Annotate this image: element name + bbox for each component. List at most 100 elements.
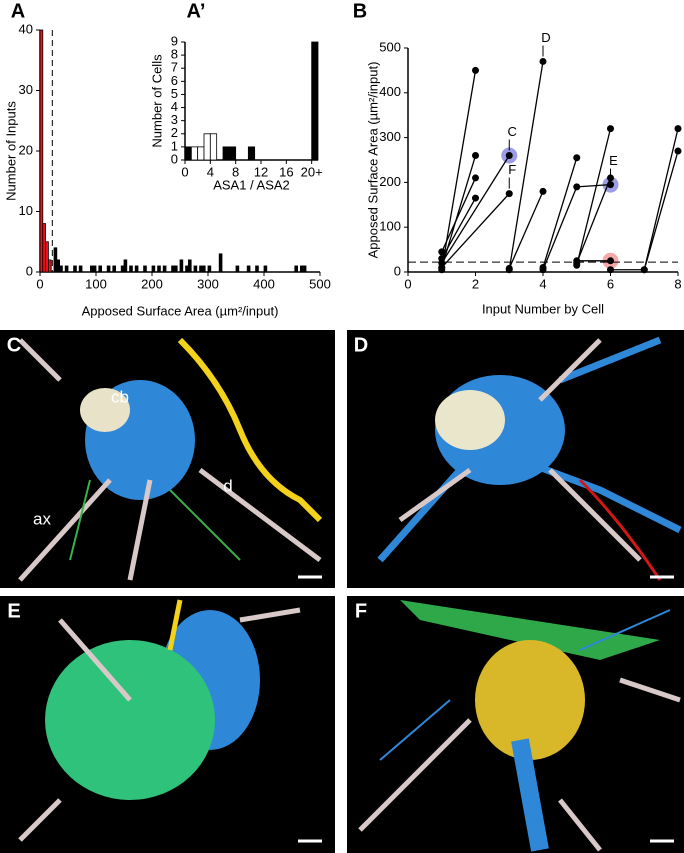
x-tick-label: 8 xyxy=(232,164,239,179)
structure-label: cb xyxy=(111,387,129,406)
bar xyxy=(73,265,77,273)
x-tick-label: 16 xyxy=(279,164,293,179)
x-tick-label: 0 xyxy=(181,164,188,179)
point xyxy=(573,183,581,191)
annotation: C xyxy=(508,124,517,139)
bar xyxy=(222,146,230,161)
bar xyxy=(207,265,212,273)
bar xyxy=(48,259,52,273)
bar xyxy=(246,265,251,273)
bar xyxy=(209,133,218,161)
panel-letter: A xyxy=(11,0,25,22)
bar xyxy=(199,265,203,273)
series-line xyxy=(610,128,679,271)
bar xyxy=(311,41,319,161)
panel-letter: B xyxy=(353,0,367,22)
bar xyxy=(123,259,128,273)
y-tick-label: 40 xyxy=(19,21,33,36)
x-tick-label: 200 xyxy=(141,276,163,291)
bar xyxy=(134,265,139,273)
bar xyxy=(106,265,111,273)
point xyxy=(674,125,682,133)
bar xyxy=(78,265,83,273)
y-tick-label: 0 xyxy=(394,263,401,278)
y-axis-label: Number of Cells xyxy=(149,54,164,148)
x-tick-label: 400 xyxy=(253,276,275,291)
x-axis-label: ASA1 / ASA2 xyxy=(213,177,290,192)
bar xyxy=(255,265,259,273)
bar xyxy=(203,133,211,161)
bar xyxy=(120,265,125,273)
x-axis-label: Input Number by Cell xyxy=(482,301,604,316)
y-tick-label: 5 xyxy=(171,86,178,101)
x-tick-label: 300 xyxy=(197,276,219,291)
y-axis-label: Apposed Surface Area (µm²/input) xyxy=(365,62,380,259)
point xyxy=(438,264,446,272)
bar xyxy=(171,265,175,273)
point xyxy=(505,264,513,272)
x-tick-label: 6 xyxy=(607,276,614,291)
point xyxy=(674,147,682,155)
y-tick-label: 20 xyxy=(19,142,33,157)
y-tick-label: 1 xyxy=(171,138,178,153)
point xyxy=(472,152,479,160)
bar xyxy=(187,259,192,273)
y-tick-label: 4 xyxy=(171,99,178,114)
y-tick-label: 500 xyxy=(379,39,401,54)
y-tick-label: 2 xyxy=(171,125,178,140)
structure-label: ax xyxy=(33,509,51,528)
point xyxy=(607,257,614,265)
y-tick-label: 9 xyxy=(171,33,178,48)
series-line xyxy=(441,193,510,268)
annotation: D xyxy=(541,30,550,45)
series-line xyxy=(441,197,477,259)
panel-d-image xyxy=(347,330,684,588)
bar xyxy=(228,146,237,161)
bar xyxy=(64,265,69,273)
series-line xyxy=(508,61,544,270)
y-tick-label: 200 xyxy=(379,174,401,189)
bar xyxy=(299,265,304,273)
bar xyxy=(184,146,192,161)
series-line xyxy=(576,128,612,266)
bar xyxy=(190,146,199,161)
x-tick-label: 2 xyxy=(472,276,479,291)
bar xyxy=(143,265,147,273)
y-tick-label: 300 xyxy=(379,129,401,144)
y-tick-label: 0 xyxy=(171,151,178,166)
bar xyxy=(112,265,117,273)
point xyxy=(539,187,547,195)
series-line xyxy=(542,157,578,268)
point xyxy=(472,66,479,74)
point xyxy=(505,190,513,198)
x-tick-label: 8 xyxy=(674,276,681,291)
annotation: F xyxy=(508,162,516,177)
bar xyxy=(235,265,240,273)
y-tick-label: 10 xyxy=(19,203,33,218)
bar xyxy=(294,265,298,273)
x-tick-label: 20+ xyxy=(301,164,323,179)
panel-letter: D xyxy=(354,334,368,356)
panel-letter: E xyxy=(7,600,20,622)
bar xyxy=(59,265,63,273)
y-tick-label: 30 xyxy=(19,82,33,97)
point xyxy=(607,266,614,274)
bar xyxy=(173,265,178,273)
annotation: E xyxy=(609,153,618,168)
point xyxy=(539,266,547,274)
series-line xyxy=(576,177,612,264)
y-tick-label: 100 xyxy=(379,219,401,234)
panel-letter: C xyxy=(7,334,21,356)
x-tick-label: 100 xyxy=(85,276,107,291)
y-tick-label: 7 xyxy=(171,60,178,75)
series-line xyxy=(441,155,510,264)
bar xyxy=(197,146,205,161)
bar xyxy=(90,265,94,273)
bar xyxy=(92,265,97,273)
bar xyxy=(151,265,156,273)
bar xyxy=(247,146,256,161)
panel-letter: A’ xyxy=(187,0,206,22)
bar xyxy=(56,259,60,273)
panel-e-image xyxy=(0,596,335,853)
